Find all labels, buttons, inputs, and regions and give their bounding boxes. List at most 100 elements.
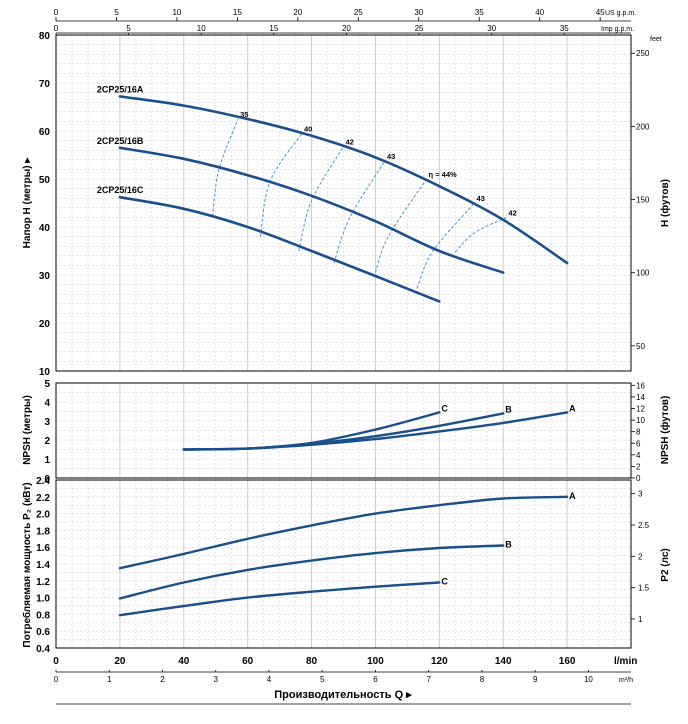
feet-unit-label: feet [650,36,662,43]
imp-gpm-tick-label: 20 [342,24,351,33]
us-gpm-tick-label: 5 [114,8,119,17]
m3h-tick-label: 6 [373,675,378,684]
npsh-curve-label: A [569,403,576,413]
us-gpm-tick-label: 25 [354,8,363,17]
head-curve-2cp25-16a [118,95,569,265]
power-right-tick-label: 1 [638,615,643,624]
head-ytick-label: 50 [39,175,51,186]
us-gpm-tick-label: 20 [293,8,302,17]
lmin-tick-label: 120 [431,656,448,667]
power-ytick-label: 2.4 [36,476,50,487]
head-ytick-label: 70 [39,79,51,90]
head-curve-2cp25-16b [118,146,505,274]
head-right-tick-label: 250 [636,49,650,58]
lmin-tick-label: 100 [367,656,384,667]
imp-gpm-tick-label: 15 [269,24,278,33]
us-gpm-tick-label: 45 [596,8,605,17]
power-ytick-label: 2.2 [36,493,50,504]
m3h-tick-label: 7 [426,675,431,684]
us-gpm-tick-label: 10 [172,8,181,17]
efficiency-label: 43 [387,152,395,161]
head-frame [55,34,632,372]
npsh-ytick-label: 2 [44,436,50,447]
imp-gpm-tick-label: 25 [415,24,424,33]
efficiency-label: 40 [304,124,312,133]
m3h-tick-label: 0 [54,675,59,684]
power-frame [55,479,632,649]
head-curve-label: 2CP25/16C [97,185,144,195]
power-ytick-label: 1.4 [36,560,50,571]
npsh-curve-c [182,411,441,451]
lmin-tick-label: 140 [495,656,512,667]
efficiency-label: 42 [346,137,354,146]
power-ytick-label: 0.8 [36,610,50,621]
us-gpm-tick-label: 0 [54,8,59,17]
power-curve-label: B [505,540,512,550]
lmin-tick-label: 60 [242,656,254,667]
npsh-right-tick-label: 6 [636,439,641,448]
npsh-right-tick-label: 8 [636,428,641,437]
us-gpm-unit: US g.p.m. [605,10,636,17]
efficiency-curve [374,178,428,273]
npsh-ytick-label: 4 [44,398,50,409]
npsh-ylabel-right: NPSH (футов) [659,396,671,465]
head-ytick-label: 80 [39,31,51,42]
lmin-unit: l/min [614,656,637,667]
imp-gpm-tick-label: 10 [197,24,206,33]
power-ytick-label: 2.0 [36,510,50,521]
efficiency-label: 42 [508,208,516,217]
npsh-panel [55,382,632,479]
head-ytick-label: 30 [39,271,51,282]
head-right-tick-label: 200 [636,122,650,131]
power-ytick-label: 1.0 [36,594,50,605]
head-ytick-label: 40 [39,223,51,234]
head-curve-label: 2CP25/16A [97,84,144,94]
lmin-tick-label: 40 [178,656,190,667]
efficiency-curve [212,118,239,217]
npsh-right-tick-label: 14 [636,393,645,402]
power-ytick-label: 1.2 [36,577,50,588]
npsh-frame [55,382,632,479]
efficiency-label: η = 44% [429,170,457,179]
power-ytick-label: 0.6 [36,627,50,638]
m3h-tick-label: 10 [584,675,593,684]
npsh-right-tick-label: 16 [636,381,645,390]
head-curve-label: 2CP25/16B [97,136,144,146]
efficiency-curve [416,202,475,289]
us-gpm-tick-label: 35 [475,8,484,17]
efficiency-curve [298,146,344,252]
imp-gpm-tick-label: 0 [54,24,59,33]
power-curve-label: A [569,491,576,501]
npsh-ytick-label: 1 [44,455,50,466]
m3h-tick-label: 5 [320,675,325,684]
efficiency-curve [454,216,507,253]
head-right-tick-label: 150 [636,196,650,205]
efficiency-label: 43 [476,194,484,203]
x-axis-label: Производительность Q ▸ [274,689,412,701]
head-ytick-label: 20 [39,319,51,330]
power-curve-c [118,581,441,617]
power-curve-b [118,544,505,600]
head-right-tick-label: 100 [636,269,650,278]
lmin-tick-label: 20 [114,656,126,667]
npsh-right-tick-label: 2 [636,462,641,471]
us-gpm-tick-label: 30 [414,8,423,17]
us-gpm-tick-label: 40 [535,8,544,17]
power-ylabel-right: P2 (лс) [660,548,671,581]
m3h-tick-label: 8 [480,675,485,684]
npsh-ytick-label: 5 [44,379,50,390]
npsh-curve-label: B [505,404,512,414]
head-right-tick-label: 50 [636,342,645,351]
m3h-tick-label: 2 [160,675,165,684]
power-right-tick-label: 3 [638,490,643,499]
head-ylabel-right: H (футов) [659,179,671,227]
m3h-tick-label: 4 [267,675,272,684]
us-gpm-tick-label: 15 [233,8,242,17]
imp-gpm-unit: Imp g.p.m. [601,26,634,33]
m3h-tick-label: 9 [533,675,538,684]
power-ylabel: Потребляемая мощность P₂ (кВт) [21,482,33,647]
lmin-tick-label: 0 [53,656,59,667]
npsh-curve-label: C [441,403,448,413]
power-panel [55,479,632,649]
